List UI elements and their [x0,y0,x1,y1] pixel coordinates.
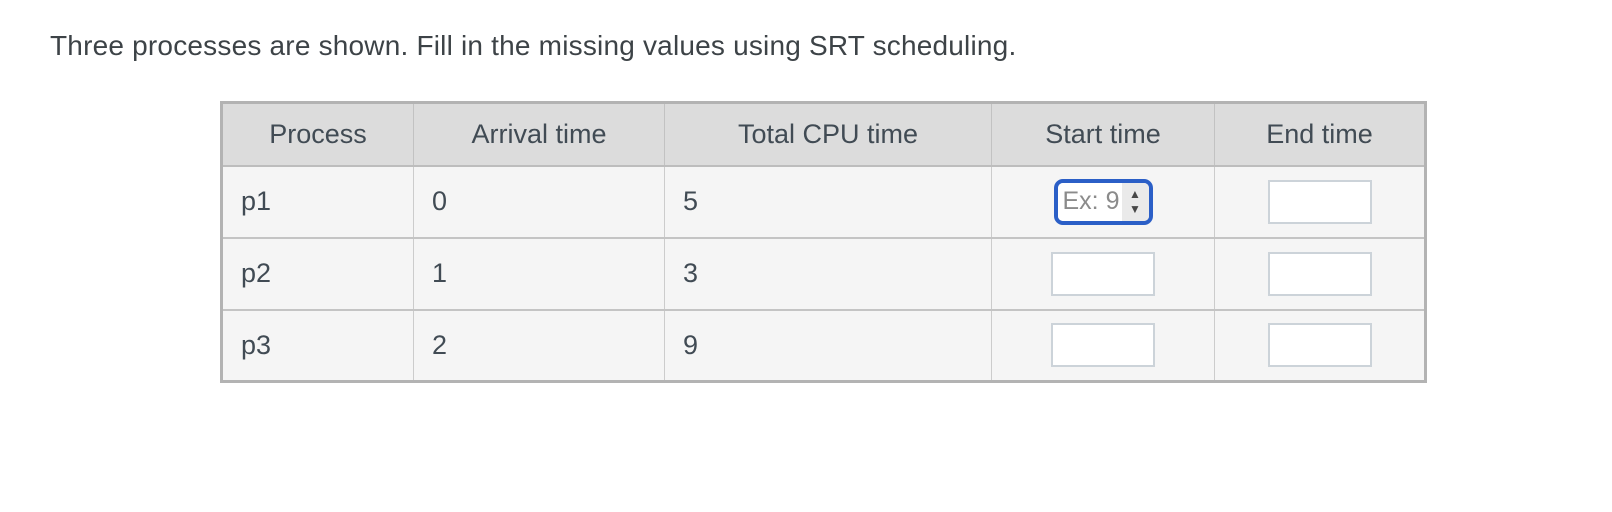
cell-total-cpu-time: 5 [664,164,992,238]
cell-end-time [1214,236,1426,310]
cell-arrival-time: 1 [413,236,665,310]
cell-arrival-time: 0 [413,164,665,238]
cell-process: p3 [221,308,414,382]
cell-start-time [991,308,1215,382]
column-header-process: Process [221,102,414,167]
cell-total-cpu-time: 9 [664,308,992,382]
column-header-arrival-time: Arrival time [413,102,665,167]
stepper-down-icon[interactable]: ▼ [1129,202,1141,216]
cell-arrival-time: 2 [413,308,665,382]
start-time-input-p3[interactable] [1051,323,1155,368]
number-stepper[interactable]: ▲ ▼ [1121,182,1149,221]
end-time-input-p2[interactable] [1267,251,1372,296]
question-text: Three processes are shown. Fill in the m… [50,30,1017,61]
start-time-input-p1[interactable] [1057,182,1122,221]
stepper-up-icon[interactable]: ▲ [1129,187,1141,201]
start-time-number-input-p1-focused[interactable]: ▲ ▼ [1053,178,1153,225]
column-header-total-cpu-time: Total CPU time [664,102,992,167]
cell-start-time: ▲ ▼ [991,164,1215,238]
cell-start-time [991,236,1215,310]
table-row: p2 1 3 [221,236,1426,310]
end-time-input-p1[interactable] [1267,179,1372,224]
cell-process: p2 [221,236,414,310]
cell-end-time [1214,308,1426,382]
table-row: p3 2 9 [221,308,1426,382]
cell-process: p1 [221,164,414,238]
end-time-input-p3[interactable] [1267,323,1372,368]
table-row: p1 0 5 ▲ ▼ [221,164,1426,238]
table-header-row: Process Arrival time Total CPU time Star… [221,102,1426,167]
cell-total-cpu-time: 3 [664,236,992,310]
process-table: Process Arrival time Total CPU time Star… [220,101,1427,383]
column-header-end-time: End time [1214,102,1426,167]
start-time-input-p2[interactable] [1051,251,1155,296]
cell-end-time [1214,164,1426,238]
column-header-start-time: Start time [991,102,1215,167]
